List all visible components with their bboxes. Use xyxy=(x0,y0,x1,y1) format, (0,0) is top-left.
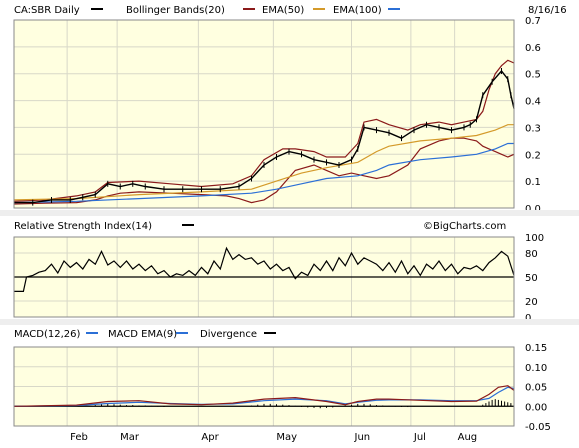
macd-plot-frame xyxy=(13,346,515,427)
price-panel: CA:SBR Daily Bollinger Bands(20) EMA(50)… xyxy=(0,0,579,215)
y-tick-label: -0.05 xyxy=(525,422,551,433)
y-tick-label: 0.4 xyxy=(525,97,541,108)
y-tick-label: 0 xyxy=(525,313,531,324)
y-tick-label: 0.6 xyxy=(525,43,541,54)
x-axis: Feb Mar Apr May Jun Jul Aug xyxy=(70,432,477,443)
x-tick-label: Feb xyxy=(70,432,88,443)
legend-divergence: Divergence xyxy=(200,329,257,340)
legend-bollinger: Bollinger Bands(20) xyxy=(126,5,225,16)
legend-macd-ema: MACD EMA(9) xyxy=(108,329,177,340)
series-line-bollinger-lower xyxy=(13,137,515,205)
price-legend-bar xyxy=(0,0,579,20)
y-tick-label: 0.1 xyxy=(525,177,541,188)
x-tick-label: Jul xyxy=(413,432,426,443)
y-tick-label: 20 xyxy=(525,297,538,308)
y-tick-label: 0.05 xyxy=(525,383,547,394)
y-tick-label: 0.3 xyxy=(525,123,541,134)
y-tick-label: 100 xyxy=(525,233,544,244)
legend-ema100: EMA(100) xyxy=(333,5,382,16)
y-tick-label: 0.15 xyxy=(525,343,547,354)
macd-title: MACD(12,26) xyxy=(14,329,81,340)
watermark: ©BigCharts.com xyxy=(423,221,506,232)
y-tick-label: 50 xyxy=(525,273,538,284)
series-line-ema-50 xyxy=(13,124,514,201)
series-line-bollinger-upper xyxy=(13,59,515,202)
series-line-ca-sbr xyxy=(14,69,515,204)
rsi-panel: Relative Strength Index(14) ©BigCharts.c… xyxy=(13,221,544,324)
y-tick-label: 0.5 xyxy=(525,70,541,81)
y-tick-label: 0.0 xyxy=(525,204,541,215)
rsi-plot-frame xyxy=(13,236,515,318)
macd-panel: MACD(12,26) MACD EMA(9) Divergence 0.15 0… xyxy=(13,329,551,433)
legend-ema50: EMA(50) xyxy=(262,5,304,16)
series-line-rsi xyxy=(14,246,515,292)
x-tick-label: Aug xyxy=(458,432,478,443)
x-tick-label: Jun xyxy=(354,432,371,443)
panel-separator xyxy=(0,210,579,216)
panel-separator xyxy=(0,319,579,325)
y-tick-label: 0.7 xyxy=(525,16,541,27)
y-tick-label: 0.00 xyxy=(525,402,547,413)
series-line-divergence xyxy=(13,385,515,407)
y-tick-label: 80 xyxy=(525,249,538,260)
x-tick-label: Mar xyxy=(120,432,140,443)
date-label: 8/16/16 xyxy=(528,5,567,16)
series-line-ema-100 xyxy=(13,142,514,204)
rsi-title: Relative Strength Index(14) xyxy=(14,221,152,232)
y-tick-label: 0.2 xyxy=(525,150,541,161)
price-plot-area xyxy=(14,20,514,208)
y-tick-label: 0.10 xyxy=(525,363,547,374)
x-tick-label: Apr xyxy=(201,432,219,443)
price-plot-frame xyxy=(13,19,515,209)
series-line-macd-ema-9 xyxy=(13,386,515,407)
x-tick-label: May xyxy=(276,432,297,443)
price-title: CA:SBR Daily xyxy=(14,5,80,16)
